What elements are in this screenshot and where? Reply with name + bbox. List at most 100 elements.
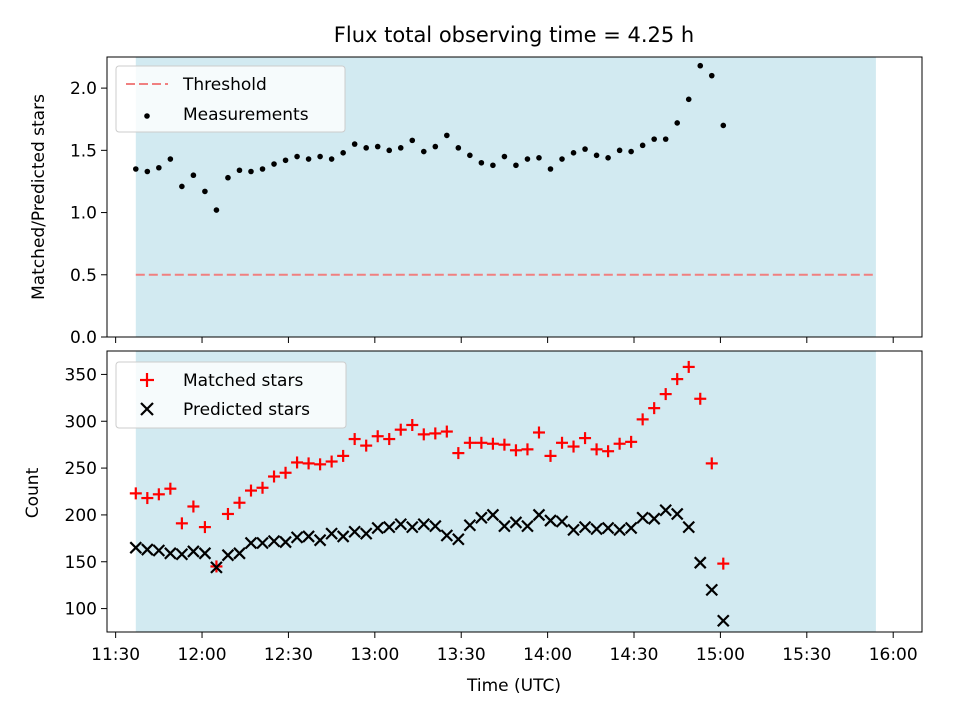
- predicted-star-point: [601, 521, 615, 535]
- measurement-point: [294, 153, 300, 160]
- measurement-point: [570, 150, 577, 156]
- x-tick-label: 12:30: [264, 645, 313, 665]
- predicted-star-point: [336, 530, 350, 543]
- matched-star-point: [498, 438, 511, 451]
- matched-star-point: [602, 445, 615, 458]
- x-tick-label: 16:00: [869, 645, 918, 665]
- matched-star-point: [417, 428, 430, 441]
- bottom-legend: Matched stars Predicted stars: [115, 361, 347, 429]
- predicted-star-point: [682, 520, 696, 534]
- measurement-point: [513, 162, 519, 169]
- measurement-point: [547, 166, 554, 172]
- measurement-point: [409, 137, 416, 144]
- x-axis-label: Time (UTC): [466, 676, 561, 696]
- predicted-star-point: [302, 530, 315, 543]
- matched-star-point: [291, 456, 304, 469]
- measurement-point: [363, 145, 369, 151]
- matched-star-point: [509, 444, 522, 457]
- measurement-points: [132, 62, 727, 213]
- matched-star-point: [337, 449, 350, 462]
- bottom-y-axis: 100 150 200 250 300 350: [65, 365, 107, 620]
- measurement-point: [662, 136, 669, 142]
- matched-star-point: [221, 507, 234, 520]
- measurement-point: [132, 166, 139, 172]
- predicted-star-point: [498, 519, 511, 533]
- predicted-star-point: [244, 536, 258, 550]
- predicted-star-point: [636, 511, 649, 525]
- x-tick-label: 11:30: [91, 645, 140, 665]
- chart-title: Flux total observing time = 4.25 h: [334, 23, 694, 47]
- predicted-star-point: [233, 547, 246, 560]
- predicted-star-point: [613, 523, 626, 537]
- matched-star-point: [475, 436, 488, 449]
- predicted-star-point: [313, 533, 327, 547]
- measurement-point: [317, 153, 323, 160]
- predicted-star-point: [567, 523, 580, 537]
- matched-star-point: [279, 466, 292, 479]
- measurement-point: [582, 146, 588, 152]
- matched-star-point: [187, 500, 200, 513]
- x-tick-label: 15:30: [782, 645, 831, 665]
- measurement-point: [605, 155, 611, 161]
- measurement-point: [455, 145, 462, 151]
- matched-star-point: [325, 455, 338, 468]
- predicted-star-point: [152, 544, 166, 557]
- bottom-y-tick-label: 200: [65, 506, 97, 526]
- top-y-tick-label: 0.0: [70, 328, 97, 348]
- measurement-point: [697, 62, 704, 69]
- bottom-y-tick-label: 250: [65, 459, 97, 479]
- matched-star-point: [705, 457, 718, 470]
- matched-star-point: [544, 449, 557, 462]
- predicted-star-point: [670, 507, 684, 521]
- measurement-point: [144, 168, 151, 175]
- predicted-star-point: [521, 519, 534, 533]
- top-y-tick-label: 1.5: [70, 141, 97, 161]
- matched-star-point: [429, 427, 442, 440]
- top-y-tick-label: 0.5: [70, 266, 97, 286]
- measurement-point: [271, 161, 277, 167]
- matched-star-point: [314, 458, 327, 471]
- bottom-y-tick-label: 100: [65, 600, 97, 620]
- matched-star-point: [590, 443, 603, 456]
- matched-star-point: [164, 482, 177, 495]
- measurement-point: [593, 152, 600, 159]
- bottom-y-tick-label: 150: [65, 553, 97, 573]
- predicted-star-point: [452, 532, 465, 546]
- measurement-point: [639, 142, 646, 149]
- measurement-point: [386, 147, 393, 154]
- predicted-star-point: [359, 527, 373, 540]
- x-tick-label: 14:30: [610, 645, 659, 665]
- measurement-point: [628, 148, 634, 155]
- measurement-point: [167, 156, 174, 162]
- measurement-point: [559, 156, 565, 162]
- predicted-star-point: [175, 547, 189, 561]
- bottom-legend-box: [115, 361, 347, 429]
- top-panel: 0.00.51.01.52.0 Matched/Predicted stars …: [29, 56, 923, 348]
- matched-star-point: [579, 432, 592, 445]
- predicted-star-point: [405, 520, 419, 534]
- legend-threshold-label: Threshold: [182, 75, 267, 95]
- predicted-star-point: [693, 556, 707, 569]
- top-y-tick-label: 1.0: [70, 204, 97, 224]
- predicted-stars-points: [129, 503, 730, 628]
- predicted-star-point: [187, 545, 200, 558]
- legend-matched-label: Matched stars: [183, 371, 303, 391]
- predicted-star-point: [544, 514, 557, 527]
- x-tick-label: 12:00: [178, 645, 227, 665]
- measurement-point: [524, 156, 531, 162]
- top-legend: Threshold Measurements: [115, 65, 346, 133]
- measurement-point: [536, 155, 542, 161]
- matched-star-point: [682, 360, 695, 373]
- predicted-star-point: [256, 536, 269, 550]
- measurement-point: [190, 172, 197, 179]
- matched-star-point: [394, 423, 407, 436]
- matched-star-point: [521, 443, 534, 456]
- predicted-star-point: [440, 529, 454, 542]
- predicted-star-point: [590, 522, 603, 536]
- measurement-point: [236, 167, 243, 174]
- predicted-star-point: [463, 518, 477, 532]
- predicted-star-point: [659, 503, 672, 517]
- predicted-star-point: [221, 548, 235, 562]
- x-tick-label: 13:00: [350, 645, 399, 665]
